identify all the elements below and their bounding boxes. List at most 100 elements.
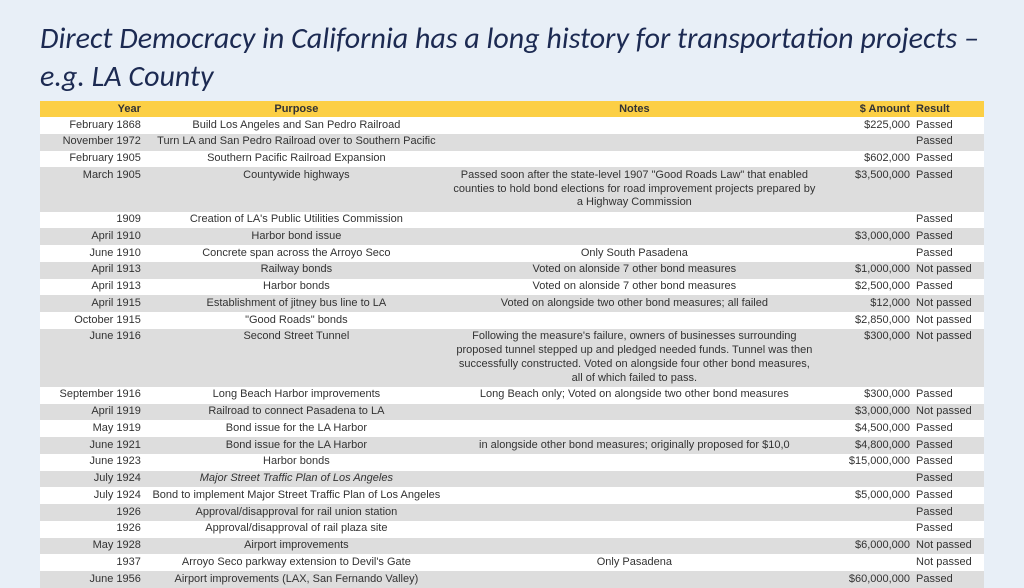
table-cell: September 1916	[40, 387, 145, 404]
table-cell: Bond to implement Major Street Traffic P…	[145, 487, 448, 504]
table-cell: Not passed	[914, 295, 984, 312]
table-cell: Passed	[914, 504, 984, 521]
table-cell: 1926	[40, 504, 145, 521]
table-cell: Approval/disapproval of rail plaza site	[145, 521, 448, 538]
table-cell: Passed	[914, 245, 984, 262]
table-cell: March 1905	[40, 167, 145, 211]
table-cell: February 1868	[40, 117, 145, 134]
table-cell: Countywide highways	[145, 167, 448, 211]
table-cell	[448, 151, 821, 168]
table-cell: Not passed	[914, 554, 984, 571]
table-cell: June 1956	[40, 571, 145, 588]
table-cell: Harbor bonds	[145, 454, 448, 471]
table-cell: $300,000	[821, 387, 914, 404]
table-row: May 1928Airport improvements$6,000,000No…	[40, 538, 984, 555]
table-row: April 1919Railroad to connect Pasadena t…	[40, 404, 984, 421]
table-cell	[448, 538, 821, 555]
table-cell: $12,000	[821, 295, 914, 312]
table-cell	[448, 117, 821, 134]
table-cell: Railroad to connect Pasadena to LA	[145, 404, 448, 421]
col-year: Year	[40, 101, 145, 117]
table-cell: Passed	[914, 167, 984, 211]
table-cell: April 1915	[40, 295, 145, 312]
table-cell: $5,000,000	[821, 487, 914, 504]
slide: Direct Democracy in California has a lon…	[0, 0, 1024, 576]
table-cell: Voted on alongside two other bond measur…	[448, 295, 821, 312]
table-row: 1937Arroyo Seco parkway extension to Dev…	[40, 554, 984, 571]
table-cell: Harbor bonds	[145, 279, 448, 296]
table-cell: Not passed	[914, 312, 984, 329]
table-cell: Passed	[914, 471, 984, 488]
table-cell: $2,500,000	[821, 279, 914, 296]
table-cell	[448, 312, 821, 329]
table-cell: Major Street Traffic Plan of Los Angeles	[145, 471, 448, 488]
table-cell	[448, 134, 821, 151]
table-cell: 1937	[40, 554, 145, 571]
col-purpose: Purpose	[145, 101, 448, 117]
table-cell	[821, 504, 914, 521]
table-cell: Harbor bond issue	[145, 228, 448, 245]
table-cell	[448, 420, 821, 437]
table-cell: Passed soon after the state-level 1907 "…	[448, 167, 821, 211]
table-row: June 1910Concrete span across the Arroyo…	[40, 245, 984, 262]
table-cell: in alongside other bond measures; origin…	[448, 437, 821, 454]
table-cell: "Good Roads" bonds	[145, 312, 448, 329]
table-cell: Not passed	[914, 329, 984, 387]
table-cell: $4,500,000	[821, 420, 914, 437]
table-cell: Passed	[914, 151, 984, 168]
table-cell: Passed	[914, 487, 984, 504]
table-cell: Establishment of jitney bus line to LA	[145, 295, 448, 312]
table-cell: $3,000,000	[821, 228, 914, 245]
table-cell: Passed	[914, 420, 984, 437]
table-cell: Passed	[914, 279, 984, 296]
table-cell: Passed	[914, 437, 984, 454]
table-cell: April 1913	[40, 279, 145, 296]
table-cell: Approval/disapproval for rail union stat…	[145, 504, 448, 521]
table-cell: Passed	[914, 454, 984, 471]
table-cell	[448, 212, 821, 229]
table-cell: Airport improvements (LAX, San Fernando …	[145, 571, 448, 588]
table-cell: Passed	[914, 571, 984, 588]
table-cell	[448, 504, 821, 521]
table-cell: Bond issue for the LA Harbor	[145, 420, 448, 437]
table-row: April 1913Railway bondsVoted on alonside…	[40, 262, 984, 279]
table-cell: Southern Pacific Railroad Expansion	[145, 151, 448, 168]
table-cell	[448, 471, 821, 488]
table-cell	[448, 228, 821, 245]
table-cell: June 1916	[40, 329, 145, 387]
table-cell: $3,000,000	[821, 404, 914, 421]
table-cell	[821, 245, 914, 262]
table-cell: Passed	[914, 212, 984, 229]
table-row: 1926Approval/disapproval of rail plaza s…	[40, 521, 984, 538]
table-row: 1926Approval/disapproval for rail union …	[40, 504, 984, 521]
table-row: March 1905Countywide highwaysPassed soon…	[40, 167, 984, 211]
table-row: September 1916Long Beach Harbor improvem…	[40, 387, 984, 404]
table-cell: Concrete span across the Arroyo Seco	[145, 245, 448, 262]
table-cell: Only Pasadena	[448, 554, 821, 571]
table-cell	[448, 521, 821, 538]
table-row: February 1868Build Los Angeles and San P…	[40, 117, 984, 134]
table-cell	[821, 554, 914, 571]
table-cell	[821, 134, 914, 151]
table-cell	[821, 212, 914, 229]
table-cell: Creation of LA's Public Utilities Commis…	[145, 212, 448, 229]
table-cell: Turn LA and San Pedro Railroad over to S…	[145, 134, 448, 151]
table-cell: $300,000	[821, 329, 914, 387]
slide-title: Direct Democracy in California has a lon…	[40, 20, 984, 95]
history-table: Year Purpose Notes $ Amount Result Febru…	[40, 101, 984, 588]
table-row: 1909Creation of LA's Public Utilities Co…	[40, 212, 984, 229]
table-cell: July 1924	[40, 471, 145, 488]
table-row: November 1972Turn LA and San Pedro Railr…	[40, 134, 984, 151]
table-cell	[448, 404, 821, 421]
table-row: June 1916Second Street TunnelFollowing t…	[40, 329, 984, 387]
table-cell: April 1919	[40, 404, 145, 421]
table-cell: Not passed	[914, 262, 984, 279]
table-cell: May 1928	[40, 538, 145, 555]
table-cell: Not passed	[914, 404, 984, 421]
table-cell: Arroyo Seco parkway extension to Devil's…	[145, 554, 448, 571]
table-cell: $4,800,000	[821, 437, 914, 454]
table-row: April 1915Establishment of jitney bus li…	[40, 295, 984, 312]
table-cell: June 1921	[40, 437, 145, 454]
table-row: April 1910Harbor bond issue$3,000,000Pas…	[40, 228, 984, 245]
table-row: June 1956Airport improvements (LAX, San …	[40, 571, 984, 588]
